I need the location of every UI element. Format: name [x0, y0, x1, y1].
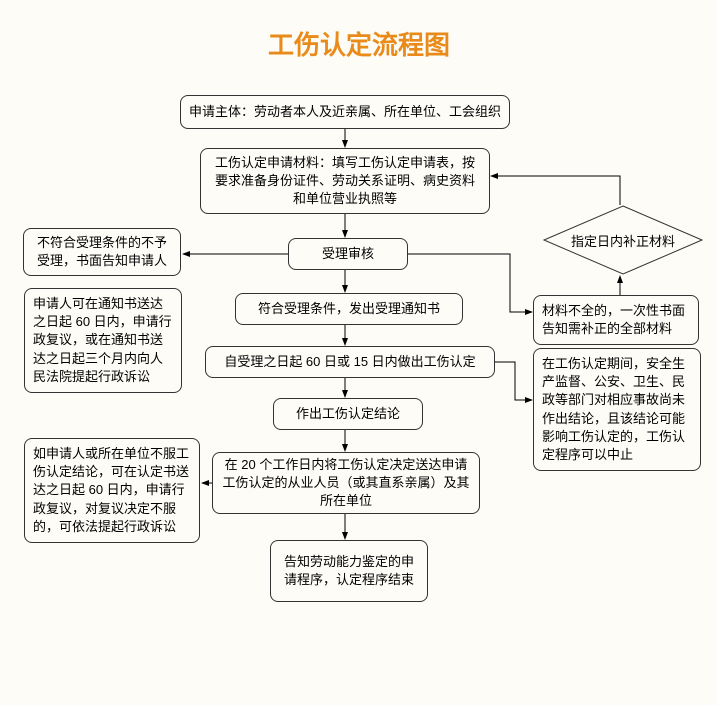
note-right-1: 材料不全的，一次性书面告知需补正的全部材料	[533, 295, 699, 345]
note-left-1: 申请人可在通知书送达之日起 60 日内，申请行政复议，或在通知书送达之日起三个月…	[24, 288, 182, 393]
node-text: 受理审核	[322, 245, 374, 263]
node-accept-notice: 符合受理条件，发出受理通知书	[235, 293, 463, 325]
note-left-2: 如申请人或所在单位不服工伤认定结论，可在认定书送达之日起 60 日内，申请行政复…	[24, 438, 200, 543]
page-title: 工伤认定流程图	[0, 25, 718, 62]
node-materials: 工伤认定申请材料：填写工伤认定申请表，按要求准备身份证件、劳动关系证明、病史资料…	[200, 148, 490, 214]
node-text: 作出工伤认定结论	[296, 405, 400, 423]
node-text: 自受理之日起 60 日或 15 日内做出工伤认定	[224, 353, 475, 371]
node-text: 在 20 个工作日内将工伤认定决定送达申请工伤认定的从业人员（或其直系亲属）及其…	[221, 456, 471, 511]
node-conclusion: 作出工伤认定结论	[273, 398, 423, 430]
decision-text: 指定日内补正材料	[571, 231, 675, 250]
node-text: 符合受理条件，发出受理通知书	[258, 300, 440, 318]
note-text: 材料不全的，一次性书面告知需补正的全部材料	[542, 302, 690, 338]
note-text: 如申请人或所在单位不服工伤认定结论，可在认定书送达之日起 60 日内，申请行政复…	[33, 445, 191, 536]
node-end: 告知劳动能力鉴定的申请程序，认定程序结束	[270, 540, 428, 602]
node-applicant: 申请主体：劳动者本人及近亲属、所在单位、工会组织	[180, 95, 510, 129]
note-text: 在工伤认定期间，安全生产监督、公安、卫生、民政等部门对相应事故尚未作出结论，且该…	[542, 355, 692, 464]
node-text: 工伤认定申请材料：填写工伤认定申请表，按要求准备身份证件、劳动关系证明、病史资料…	[209, 154, 481, 209]
node-review: 受理审核	[288, 238, 408, 270]
node-text: 不符合受理条件的不予受理，书面告知申请人	[32, 234, 172, 270]
node-text: 告知劳动能力鉴定的申请程序，认定程序结束	[279, 553, 419, 589]
node-deliver-20days: 在 20 个工作日内将工伤认定决定送达申请工伤认定的从业人员（或其直系亲属）及其…	[212, 452, 480, 514]
node-text: 申请主体：劳动者本人及近亲属、所在单位、工会组织	[189, 103, 501, 121]
decision-supplement: 指定日内补正材料	[543, 205, 703, 275]
node-60-or-15-days: 自受理之日起 60 日或 15 日内做出工伤认定	[205, 346, 495, 378]
title-text: 工伤认定流程图	[268, 30, 450, 60]
note-right-2: 在工伤认定期间，安全生产监督、公安、卫生、民政等部门对相应事故尚未作出结论，且该…	[533, 348, 701, 471]
node-reject: 不符合受理条件的不予受理，书面告知申请人	[23, 228, 181, 276]
note-text: 申请人可在通知书送达之日起 60 日内，申请行政复议，或在通知书送达之日起三个月…	[33, 295, 173, 386]
